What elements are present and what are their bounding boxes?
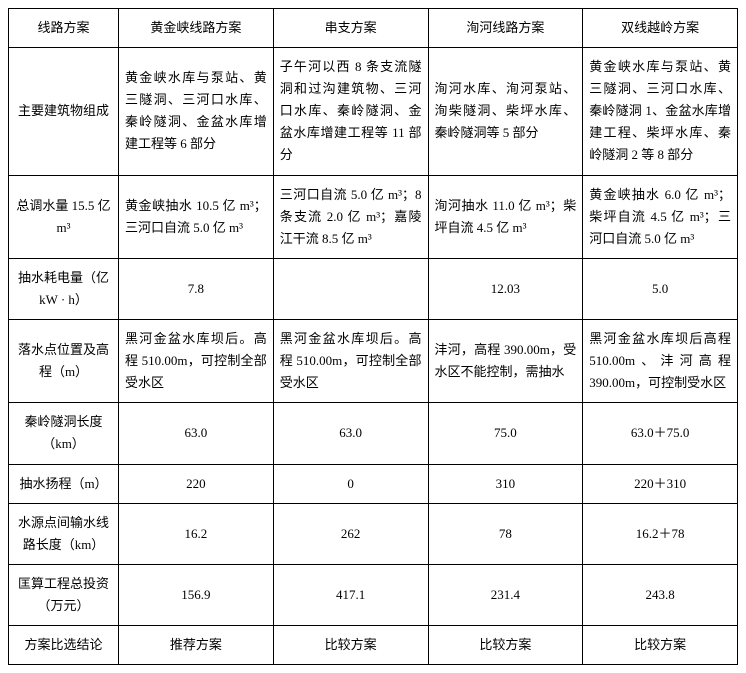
row-label: 抽水耗电量（亿 kW · h） <box>9 258 119 319</box>
table-cell: 比较方案 <box>273 625 428 664</box>
table-row: 抽水耗电量（亿 kW · h）7.8 12.035.0 <box>9 258 738 319</box>
table-cell: 黄金峡抽水 10.5 亿 m³；三河口自流 5.0 亿 m³ <box>119 175 274 258</box>
table-cell: 310 <box>428 464 583 503</box>
table-cell <box>273 258 428 319</box>
table-cell: 比较方案 <box>428 625 583 664</box>
row-label: 总调水量 15.5 亿 m³ <box>9 175 119 258</box>
table-cell: 220＋310 <box>583 464 738 503</box>
table-cell: 洵河抽水 11.0 亿 m³；柴坪自流 4.5 亿 m³ <box>428 175 583 258</box>
table-cell: 78 <box>428 503 583 564</box>
table-cell: 7.8 <box>119 258 274 319</box>
table-cell: 0 <box>273 464 428 503</box>
table-cell: 63.0 <box>119 403 274 464</box>
table-cell: 12.03 <box>428 258 583 319</box>
table-cell: 黑河金盆水库坝后。高程 510.00m，可控制全部受水区 <box>273 320 428 403</box>
table-cell: 洵河水库、洵河泵站、洵柴隧洞、柴坪水库、秦岭隧洞等 5 部分 <box>428 48 583 175</box>
table-row: 秦岭隧洞长度（km）63.063.075.063.0＋75.0 <box>9 403 738 464</box>
table-body: 主要建筑物组成黄金峡水库与泵站、黄三隧洞、三河口水库、秦岭隧洞、金盆水库增建工程… <box>9 48 738 665</box>
table-cell: 231.4 <box>428 564 583 625</box>
table-cell: 推荐方案 <box>119 625 274 664</box>
table-cell: 比较方案 <box>583 625 738 664</box>
comparison-table: 线路方案 黄金峡线路方案 串支方案 洵河线路方案 双线越岭方案 主要建筑物组成黄… <box>8 8 738 665</box>
table-cell: 黑河金盆水库坝后。高程 510.00m，可控制全部受水区 <box>119 320 274 403</box>
col-header-1: 黄金峡线路方案 <box>119 9 274 48</box>
table-cell: 5.0 <box>583 258 738 319</box>
row-label: 抽水扬程（m） <box>9 464 119 503</box>
row-label: 落水点位置及高程（m） <box>9 320 119 403</box>
table-row: 匡算工程总投资（万元）156.9417.1231.4243.8 <box>9 564 738 625</box>
table-cell: 黄金峡抽水 6.0 亿 m³；柴坪自流 4.5 亿 m³；三河口自流 5.0 亿… <box>583 175 738 258</box>
table-row: 抽水扬程（m）2200310220＋310 <box>9 464 738 503</box>
col-header-label: 线路方案 <box>9 9 119 48</box>
table-cell: 63.0＋75.0 <box>583 403 738 464</box>
table-cell: 三河口自流 5.0 亿 m³；8 条支流 2.0 亿 m³；嘉陵江干流 8.5 … <box>273 175 428 258</box>
row-label: 主要建筑物组成 <box>9 48 119 175</box>
table-cell: 沣河，高程 390.00m，受水区不能控制，需抽水 <box>428 320 583 403</box>
table-header-row: 线路方案 黄金峡线路方案 串支方案 洵河线路方案 双线越岭方案 <box>9 9 738 48</box>
table-cell: 156.9 <box>119 564 274 625</box>
col-header-3: 洵河线路方案 <box>428 9 583 48</box>
table-row: 主要建筑物组成黄金峡水库与泵站、黄三隧洞、三河口水库、秦岭隧洞、金盆水库增建工程… <box>9 48 738 175</box>
row-label: 匡算工程总投资（万元） <box>9 564 119 625</box>
table-row: 落水点位置及高程（m）黑河金盆水库坝后。高程 510.00m，可控制全部受水区黑… <box>9 320 738 403</box>
table-cell: 262 <box>273 503 428 564</box>
table-cell: 黄金峡水库与泵站、黄三隧洞、三河口水库、秦岭隧洞 1、金盆水库增建工程、柴坪水库… <box>583 48 738 175</box>
row-label: 方案比选结论 <box>9 625 119 664</box>
table-cell: 417.1 <box>273 564 428 625</box>
table-cell: 220 <box>119 464 274 503</box>
row-label: 水源点间输水线路长度（km） <box>9 503 119 564</box>
table-cell: 16.2＋78 <box>583 503 738 564</box>
table-row: 水源点间输水线路长度（km）16.22627816.2＋78 <box>9 503 738 564</box>
table-cell: 黄金峡水库与泵站、黄三隧洞、三河口水库、秦岭隧洞、金盆水库增建工程等 6 部分 <box>119 48 274 175</box>
table-cell: 63.0 <box>273 403 428 464</box>
table-cell: 243.8 <box>583 564 738 625</box>
row-label: 秦岭隧洞长度（km） <box>9 403 119 464</box>
table-cell: 16.2 <box>119 503 274 564</box>
table-row: 总调水量 15.5 亿 m³黄金峡抽水 10.5 亿 m³；三河口自流 5.0 … <box>9 175 738 258</box>
table-cell: 黑河金盆水库坝后高程 510.00m、沣河高程 390.00m，可控制受水区 <box>583 320 738 403</box>
col-header-4: 双线越岭方案 <box>583 9 738 48</box>
table-row: 方案比选结论推荐方案比较方案比较方案比较方案 <box>9 625 738 664</box>
table-cell: 75.0 <box>428 403 583 464</box>
table-cell: 子午河以西 8 条支流隧洞和过沟建筑物、三河口水库、秦岭隧洞、金盆水库增建工程等… <box>273 48 428 175</box>
col-header-2: 串支方案 <box>273 9 428 48</box>
